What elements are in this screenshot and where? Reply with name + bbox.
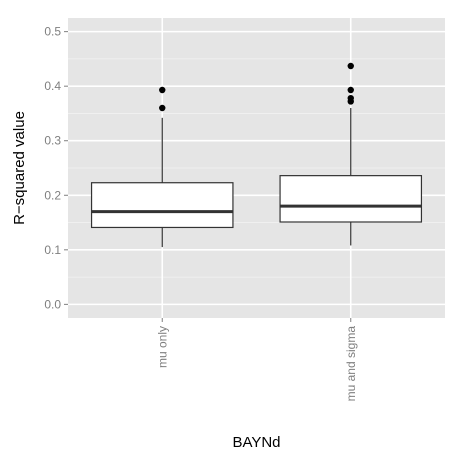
x-tick-label: mu only (155, 326, 169, 368)
y-tick-label: 0.4 (44, 79, 61, 93)
iqr-box (279, 175, 423, 223)
x-axis-ticks: mu only mu and sigma (155, 318, 358, 401)
y-tick-label: 0.2 (44, 188, 61, 202)
y-tick-label: 0.3 (44, 134, 61, 148)
y-tick-label: 0.1 (44, 243, 61, 257)
outlier-point (347, 62, 354, 70)
y-tick-label: 0.0 (44, 297, 61, 311)
y-axis-ticks: 0.0 0.1 0.2 0.3 0.4 0.5 (44, 25, 68, 311)
y-tick-label: 0.5 (44, 25, 61, 39)
iqr-box (90, 182, 234, 229)
boxes (90, 62, 423, 248)
y-axis-title: R−squared value (11, 111, 28, 225)
x-axis-title: BAYNd (232, 434, 280, 451)
outlier-point (159, 86, 166, 94)
x-tick-label: mu and sigma (344, 326, 358, 402)
outlier-point (347, 94, 354, 102)
box-2 (279, 62, 423, 246)
box-1 (90, 86, 234, 248)
outlier-point (159, 104, 166, 112)
outlier-point (347, 86, 354, 94)
